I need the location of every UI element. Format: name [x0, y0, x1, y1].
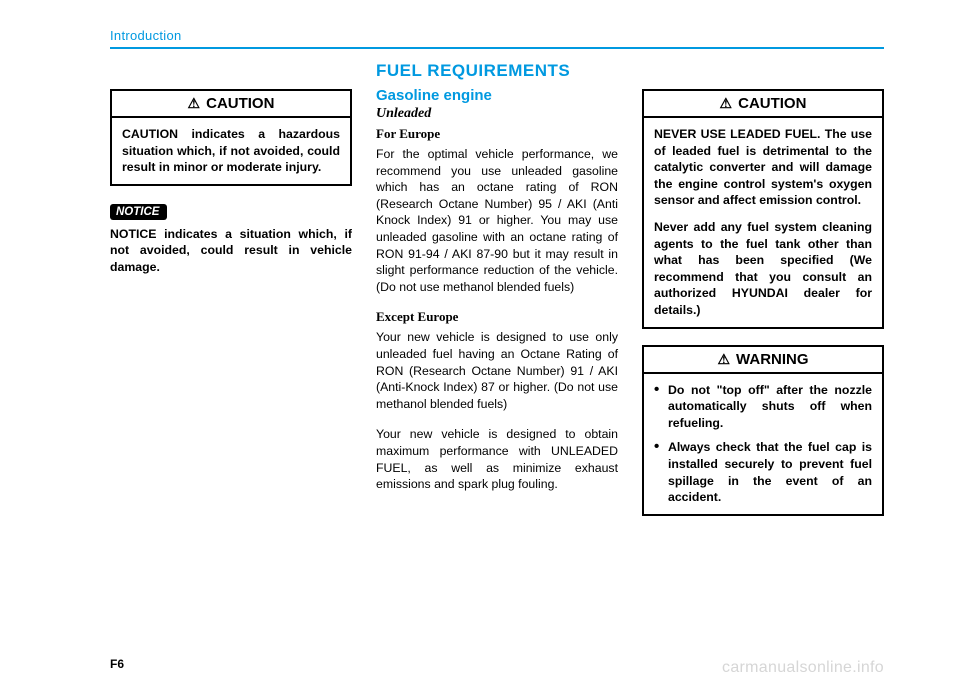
caution-header-1: ⚠ CAUTION [112, 91, 350, 118]
warning-icon: ⚠ [717, 351, 730, 368]
para-unleaded-info: Your new vehicle is designed to obtain m… [376, 426, 618, 492]
notice-body: NOTICE indicates a situation which, if n… [110, 226, 352, 276]
caution-body-2: NEVER USE LEADED FUEL. The use of leaded… [644, 118, 882, 327]
page: Introduction ⚠ CAUTION CAUTION indicates… [0, 0, 960, 689]
caution-p2: Never add any fuel system cleaning agent… [654, 219, 872, 319]
heading-for-europe: For Europe [376, 126, 618, 142]
warning-list: Do not "top off" after the nozzle automa… [654, 382, 872, 506]
caution-body-1: CAUTION indicates a hazardous situation … [112, 118, 350, 184]
caution-label-1: CAUTION [206, 95, 274, 112]
warning-item-1: Do not "top off" after the nozzle automa… [654, 382, 872, 432]
section-title: FUEL REQUIREMENTS [376, 61, 618, 81]
caution-label-2: CAUTION [738, 95, 806, 112]
caution-icon: ⚠ [188, 95, 201, 112]
caution-box-2: ⚠ CAUTION NEVER USE LEADED FUEL. The use… [642, 89, 884, 329]
warning-box: ⚠ WARNING Do not "top off" after the noz… [642, 345, 884, 516]
sub-title-unleaded: Unleaded [376, 106, 618, 122]
page-header: Introduction [110, 28, 884, 49]
warning-item-2: Always check that the fuel cap is instal… [654, 439, 872, 505]
warning-label: WARNING [736, 351, 809, 368]
caution-text-1: CAUTION indicates a hazardous situation … [122, 126, 340, 176]
columns: ⚠ CAUTION CAUTION indicates a hazardous … [110, 89, 884, 532]
caution-header-2: ⚠ CAUTION [644, 91, 882, 118]
caution-icon: ⚠ [720, 95, 733, 112]
warning-header: ⚠ WARNING [644, 347, 882, 374]
para-except-europe: Your new vehicle is designed to use only… [376, 329, 618, 412]
header-title: Introduction [110, 28, 884, 43]
page-number: F6 [110, 657, 124, 671]
para-for-europe: For the optimal vehicle performance, we … [376, 146, 618, 295]
column-1: ⚠ CAUTION CAUTION indicates a hazardous … [110, 89, 352, 532]
heading-except-europe: Except Europe [376, 309, 618, 325]
header-rule [110, 47, 884, 49]
column-2: FUEL REQUIREMENTS Gasoline engine Unlead… [376, 89, 618, 532]
warning-body: Do not "top off" after the nozzle automa… [644, 374, 882, 514]
sub-title-gasoline: Gasoline engine [376, 87, 618, 104]
caution-p1: NEVER USE LEADED FUEL. The use of leaded… [654, 126, 872, 209]
watermark: carmanualsonline.info [722, 659, 884, 677]
caution-box-1: ⚠ CAUTION CAUTION indicates a hazardous … [110, 89, 352, 186]
notice-tag: NOTICE [110, 204, 167, 220]
column-3: ⚠ CAUTION NEVER USE LEADED FUEL. The use… [642, 89, 884, 532]
